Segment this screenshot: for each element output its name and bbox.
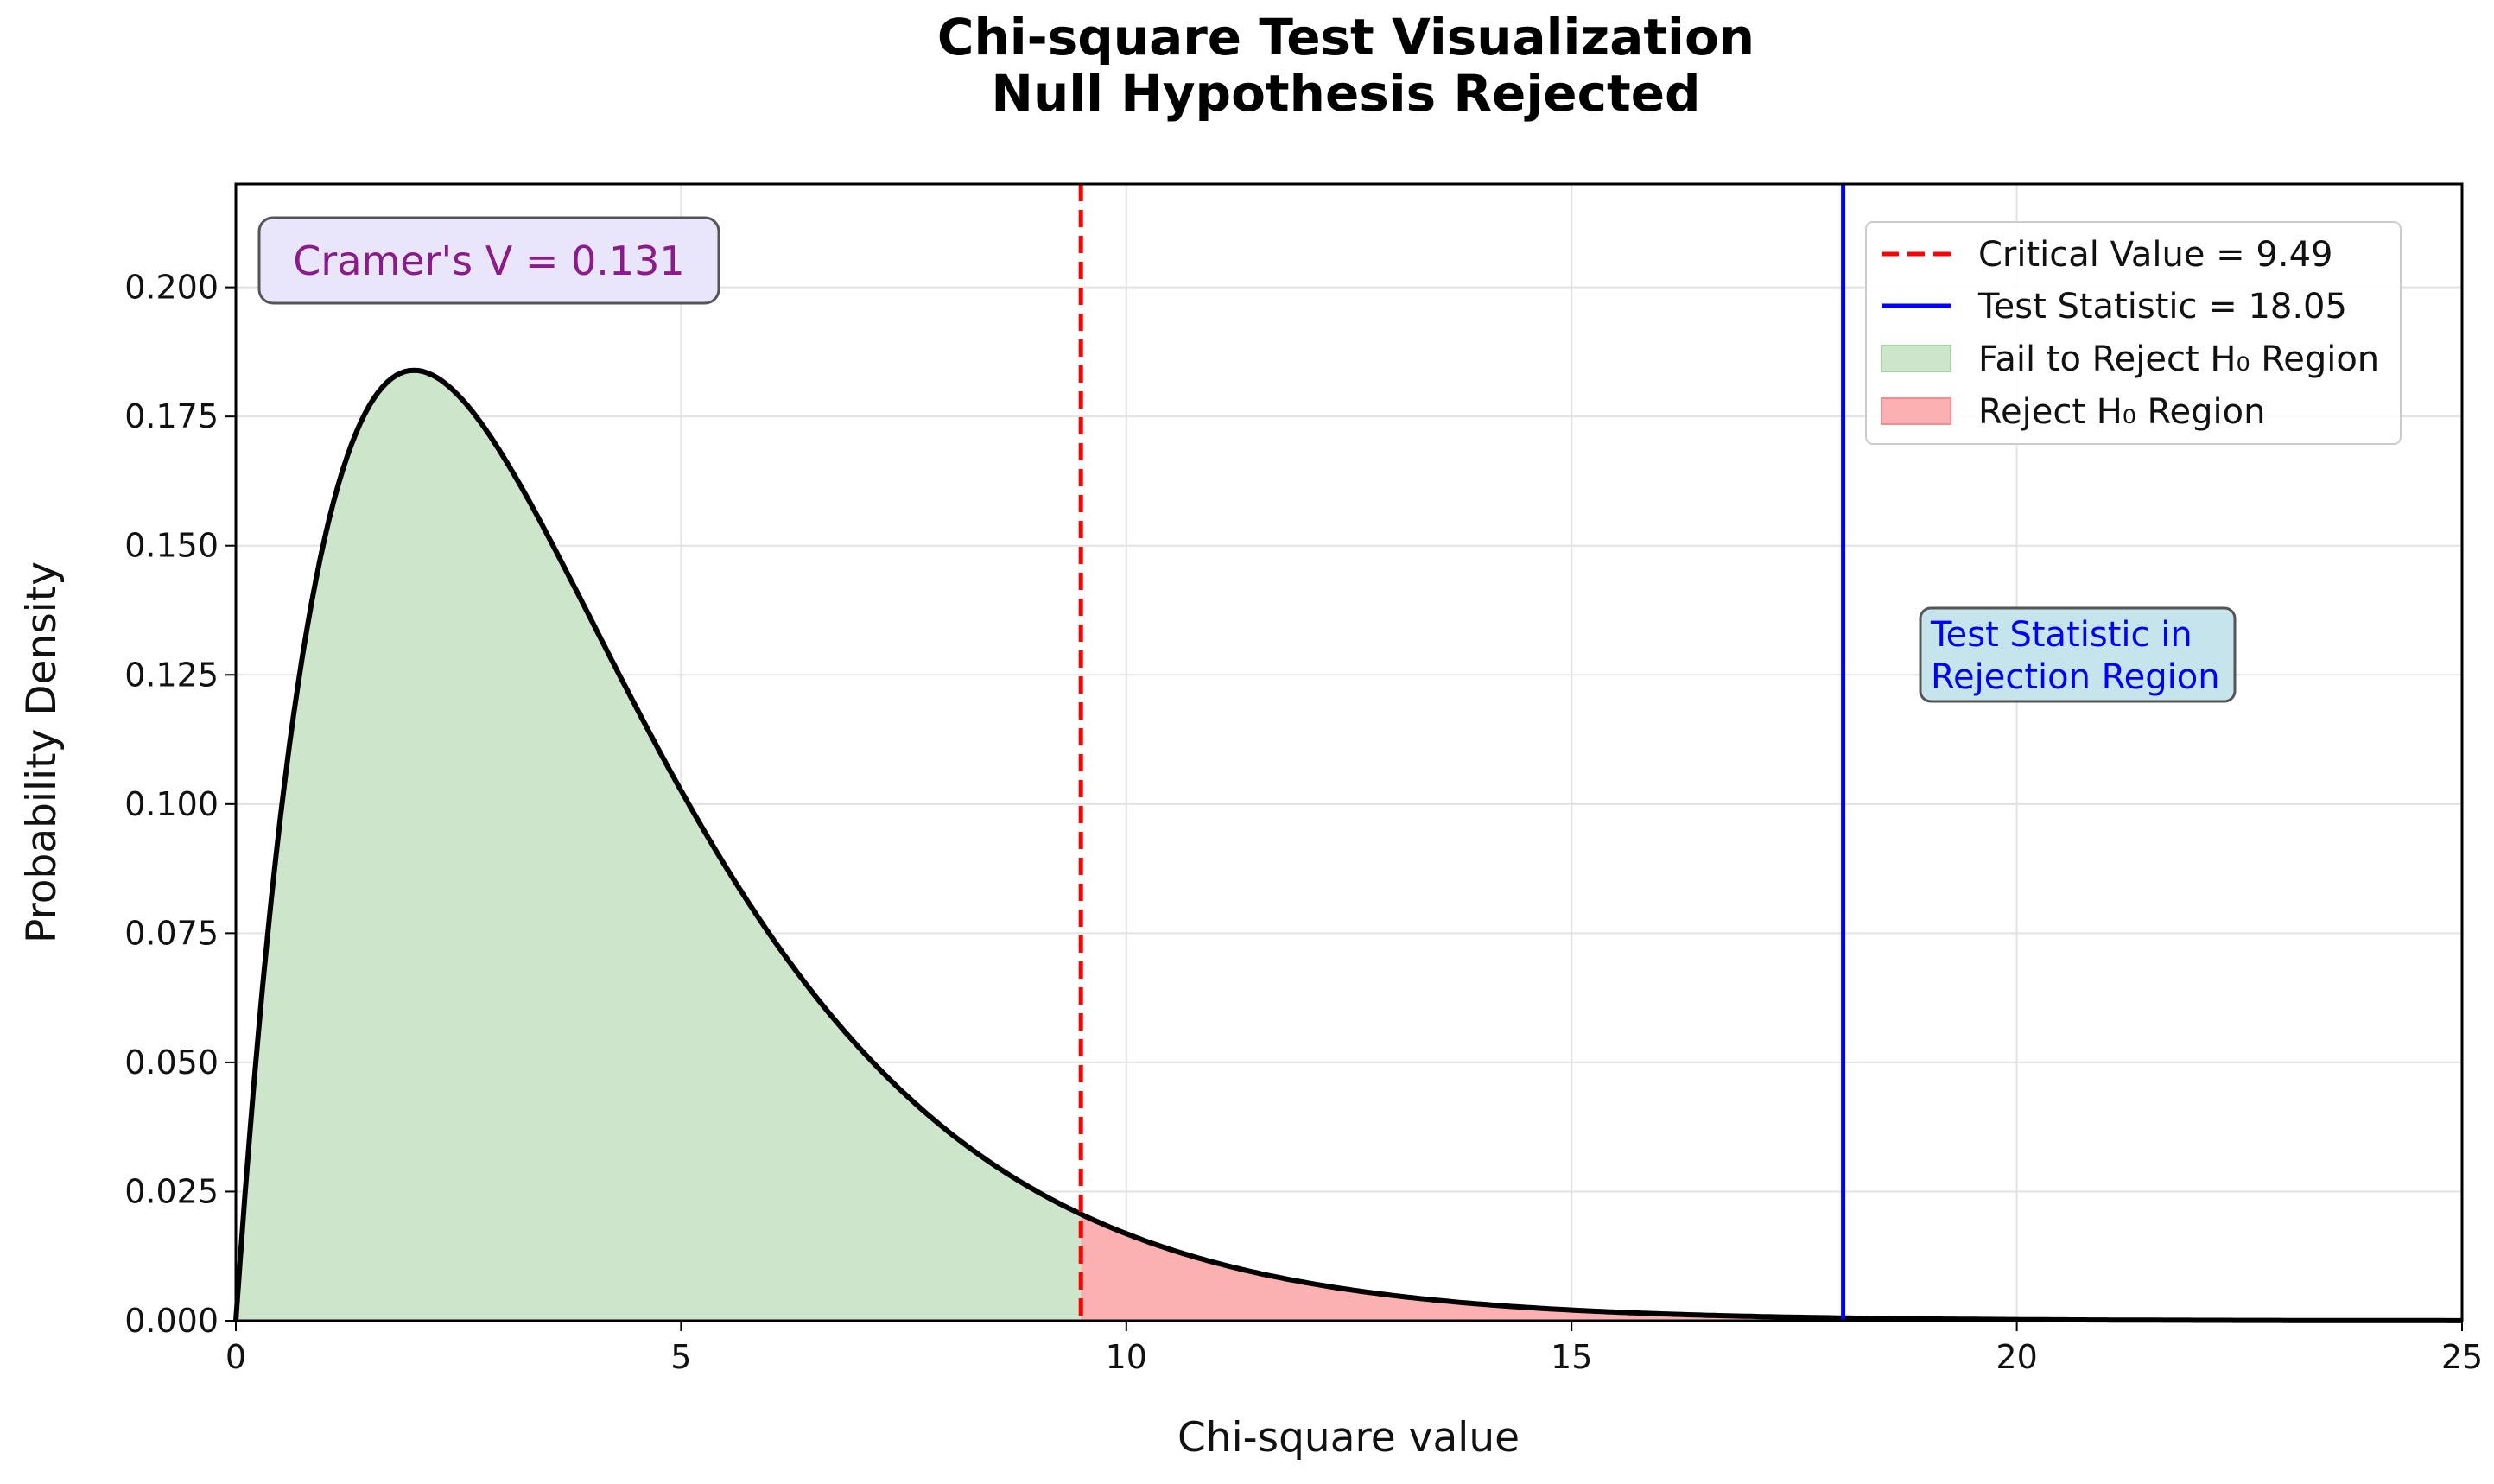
legend-label-critical-value: Critical Value = 9.49	[1978, 235, 2332, 275]
legend: Critical Value = 9.49 Test Statistic = 1…	[1865, 221, 2402, 445]
x-tick-label: 5	[670, 1338, 691, 1376]
rejection-annotation-line-2: Rejection Region	[1931, 657, 2220, 697]
legend-item-critical-value: Critical Value = 9.49	[1882, 235, 2332, 275]
y-tick-label: 0.025	[124, 1172, 219, 1210]
axis-ticks: 0 5 10 15 20 25 0.000 0.025 0.050 0.075 0.100 0.125…	[124, 269, 2483, 1376]
x-axis-label: Chi-square value	[1177, 1414, 1520, 1462]
legend-label-fail-to-reject: Fail to Reject H₀ Region	[1978, 339, 2379, 379]
y-tick-label: 0.100	[124, 785, 219, 823]
y-tick-label: 0.075	[124, 914, 219, 952]
y-tick-label: 0.175	[124, 397, 219, 435]
fail-to-reject-region	[236, 370, 1082, 1322]
legend-label-reject: Reject H₀ Region	[1978, 392, 2265, 432]
x-tick-label: 15	[1551, 1338, 1592, 1376]
reference-lines	[1078, 184, 1846, 1321]
legend-swatch-fail-to-reject	[1881, 345, 1951, 372]
region-fills	[236, 370, 2462, 1322]
reject-region	[1081, 1214, 2462, 1321]
cramers-v-annotation: Cramer's V = 0.131	[257, 216, 720, 305]
y-tick-label: 0.000	[124, 1302, 219, 1340]
y-tick-label: 0.050	[124, 1043, 219, 1081]
legend-item-test-statistic: Test Statistic = 18.05	[1882, 287, 2347, 327]
x-tick-label: 25	[2441, 1338, 2483, 1376]
rejection-annotation-line-1: Test Statistic in	[1930, 615, 2193, 655]
chart-title: Chi-square Test Visualization	[937, 8, 1755, 67]
legend-box	[1865, 221, 2402, 445]
legend-swatch-reject	[1881, 397, 1951, 425]
x-tick-label: 10	[1106, 1338, 1147, 1376]
x-tick-label: 0	[225, 1338, 246, 1376]
cramers-v-box	[257, 216, 720, 305]
plot-frame	[234, 182, 2464, 1322]
y-tick-label: 0.125	[124, 656, 219, 694]
chart-subtitle: Null Hypothesis Rejected	[991, 64, 1700, 123]
legend-item-fail-to-reject: Fail to Reject H₀ Region	[1881, 339, 2379, 379]
rejection-region-annotation: Test Statistic in Rejection Region	[1919, 606, 2237, 703]
y-tick-label: 0.200	[124, 269, 219, 307]
legend-item-reject: Reject H₀ Region	[1881, 392, 2265, 432]
x-tick-label: 20	[1996, 1338, 2037, 1376]
rejection-annotation-box	[1919, 606, 2237, 703]
legend-label-test-statistic: Test Statistic = 18.05	[1977, 287, 2347, 327]
y-axis-label: Probability Density	[18, 561, 66, 943]
y-tick-label: 0.150	[124, 527, 219, 565]
cramers-v-text: Cramer's V = 0.131	[293, 238, 684, 284]
